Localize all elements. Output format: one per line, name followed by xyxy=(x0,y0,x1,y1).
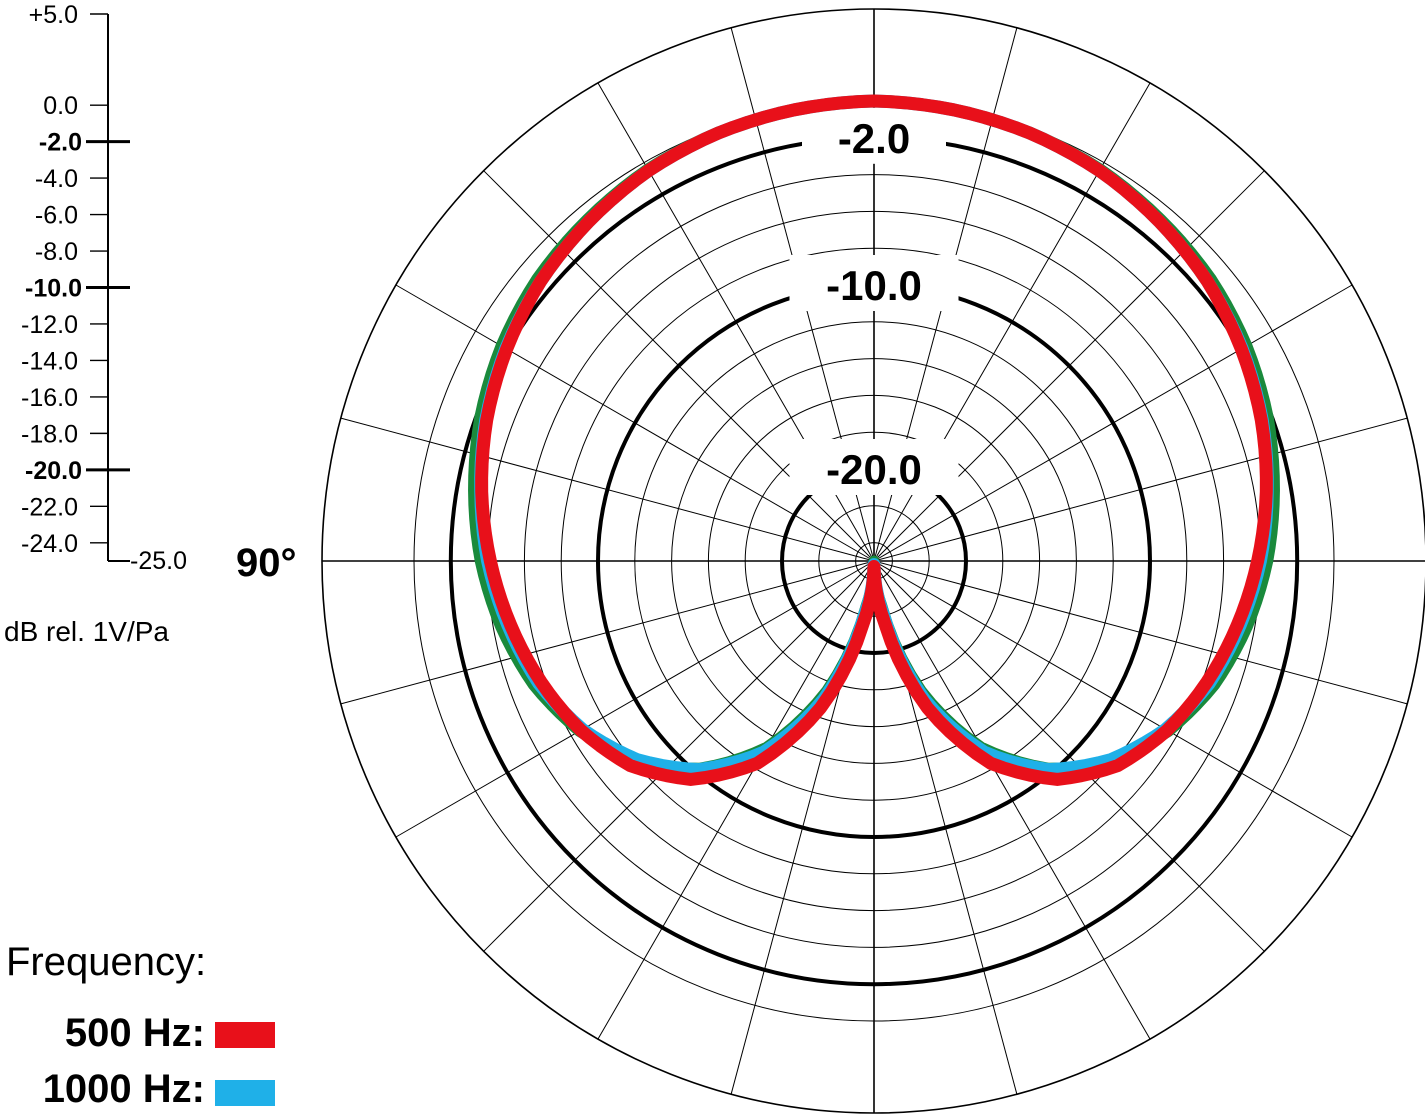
grid-spoke-225 xyxy=(483,560,875,952)
db-scale: +5.0 0.0 -2.0 -4.0 -6.0 -8.0 -10.0 -12.0 -14.0 -1… xyxy=(21,1,187,575)
grid-spoke-150 xyxy=(873,560,1151,1040)
ring-labels: -2.0 -10.0 -20.0 xyxy=(789,107,959,495)
scale-label-4-0: -4.0 xyxy=(35,165,78,193)
legend-item-500hz: 500 Hz: xyxy=(65,1011,275,1055)
grid-spoke-135 xyxy=(873,560,1265,952)
scale-label-18-0: -18.0 xyxy=(21,420,78,448)
scale-label-24-0: -24.0 xyxy=(21,530,78,558)
polar-curves xyxy=(468,94,1280,786)
scale-label-14-0: -14.0 xyxy=(21,347,78,375)
grid-spoke-210 xyxy=(597,560,875,1040)
ring-label-gap-10-0 xyxy=(789,255,959,311)
legend-label-500hz: 500 Hz: xyxy=(65,1011,205,1055)
grid-spoke-240 xyxy=(395,560,875,838)
scale-label-20-0: -20.0 xyxy=(25,457,82,485)
grid-spoke-255 xyxy=(340,560,875,705)
scale-label-25-0: -25.0 xyxy=(130,547,187,575)
scale-label-10-0: -10.0 xyxy=(25,275,82,303)
legend: Frequency: 500 Hz: 1000 Hz: xyxy=(6,940,275,1111)
scale-label-6-0: -6.0 xyxy=(35,202,78,230)
legend-label-1000hz: 1000 Hz: xyxy=(43,1067,205,1111)
ring-label-gap-2-0 xyxy=(802,107,946,164)
grid-spoke-315 xyxy=(483,170,875,562)
grid-spoke-120 xyxy=(873,560,1353,838)
scale-label-16-0: -16.0 xyxy=(21,384,78,412)
angle-label-90: 90° xyxy=(236,541,297,585)
grid-spoke-75 xyxy=(873,417,1408,562)
ring-label-20-0: -20.0 xyxy=(826,446,922,493)
grid-spoke-60 xyxy=(873,284,1353,562)
scale-label-0-0: 0.0 xyxy=(43,92,78,120)
curve-500-hz xyxy=(475,94,1273,786)
legend-title: Frequency: xyxy=(6,940,206,984)
grid-spoke-105 xyxy=(873,560,1408,705)
legend-swatch-1000hz xyxy=(215,1080,275,1106)
scale-label-8-0: -8.0 xyxy=(35,238,78,266)
ring-label-gap-20-0 xyxy=(789,439,959,495)
scale-label-5-0: +5.0 xyxy=(29,1,78,29)
scale-label-12-0: -12.0 xyxy=(21,311,78,339)
scale-label-22-0: -22.0 xyxy=(21,493,78,521)
ring-label-10-0: -10.0 xyxy=(826,262,922,309)
grid-spoke-300 xyxy=(395,284,875,562)
grid-spoke-45 xyxy=(873,170,1265,562)
grid-spoke-285 xyxy=(340,417,875,562)
legend-item-1000hz: 1000 Hz: xyxy=(43,1067,275,1111)
unit-label: dB rel. 1V/Pa xyxy=(4,616,169,647)
legend-swatch-500hz xyxy=(215,1022,275,1048)
scale-label-2-0: -2.0 xyxy=(39,129,82,157)
ring-label-2-0: -2.0 xyxy=(838,115,910,162)
